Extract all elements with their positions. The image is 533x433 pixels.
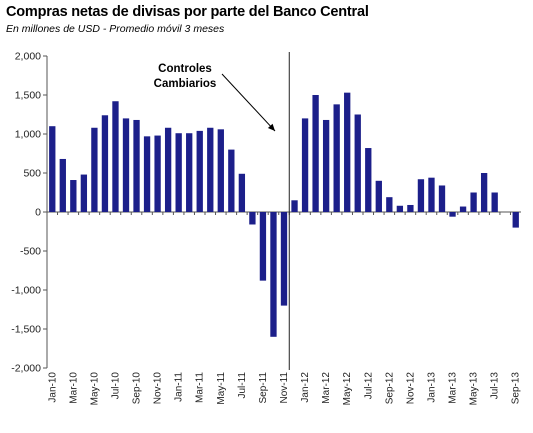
- bar-Sep-11: [259, 212, 267, 281]
- bar-Jun-10: [101, 115, 109, 212]
- x-tick-label: Sep-11: [258, 372, 269, 404]
- x-tick-label: Jul-12: [363, 372, 374, 400]
- bar-May-11: [217, 129, 224, 212]
- bar-Aug-11: [249, 212, 256, 225]
- bar-Apr-12: [333, 104, 340, 212]
- bar-Mar-12: [322, 119, 330, 212]
- x-tick-label: Nov-10: [153, 372, 164, 405]
- annotation-arrowhead: [267, 123, 275, 131]
- bar-Mar-10: [70, 180, 77, 212]
- x-tick-label: Jul-13: [490, 372, 501, 400]
- bar-Jan-13: [428, 177, 435, 212]
- y-tick-label: -1,500: [11, 324, 41, 336]
- bar-Jul-10: [112, 101, 119, 212]
- annotation-label-line2: Cambiarios: [154, 78, 217, 90]
- bar-Apr-10: [80, 174, 88, 212]
- y-tick-label: -1,000: [11, 285, 41, 297]
- bar-Nov-10: [154, 135, 161, 212]
- x-tick-label: Jan-13: [426, 372, 437, 403]
- y-tick-label: 1,000: [15, 129, 41, 141]
- x-tick-label: Mar-13: [448, 372, 459, 404]
- bar-Jun-12: [354, 114, 361, 212]
- x-tick-label: May-11: [216, 372, 227, 405]
- x-tick-label: Jan-10: [47, 372, 58, 403]
- bar-Aug-12: [375, 180, 382, 212]
- bar-Jan-12: [301, 118, 309, 212]
- annotation-label-line1: Controles: [158, 63, 212, 75]
- x-tick-label: Nov-12: [405, 372, 416, 405]
- x-tick-label: Mar-10: [68, 372, 79, 404]
- bar-Apr-11: [207, 127, 214, 212]
- y-tick-label: 0: [35, 207, 41, 219]
- x-tick-label: Jul-10: [110, 372, 121, 400]
- bar-Mar-11: [196, 130, 203, 212]
- x-tick-label: Jan-12: [300, 372, 311, 403]
- bar-Jan-10: [49, 126, 56, 212]
- x-tick-label: Nov-11: [279, 372, 290, 404]
- bar-Oct-11: [270, 212, 277, 337]
- bar-Dec-11: [291, 200, 298, 212]
- bar-Oct-12: [396, 205, 404, 212]
- bar-Feb-10: [59, 158, 66, 212]
- bar-Jul-13: [491, 192, 498, 212]
- x-tick-label: Jul-11: [237, 372, 248, 399]
- bar-Sep-13: [512, 212, 519, 228]
- bar-Apr-13: [459, 206, 467, 212]
- x-tick-label: Sep-12: [384, 372, 395, 405]
- x-tick-label: Sep-13: [511, 372, 522, 405]
- bar-Dec-12: [417, 179, 425, 212]
- bar-Oct-10: [143, 136, 151, 212]
- chart-title: Compras netas de divisas por parte del B…: [6, 4, 369, 20]
- bar-Jan-11: [175, 133, 182, 212]
- bar-May-10: [91, 127, 98, 212]
- x-tick-label: Jan-11: [174, 372, 185, 402]
- x-tick-label: May-10: [89, 372, 100, 406]
- bar-Dec-10: [164, 127, 172, 212]
- y-tick-label: -500: [20, 246, 41, 258]
- bar-Jun-13: [480, 173, 488, 212]
- x-tick-label: May-12: [342, 372, 353, 406]
- y-tick-label: 1,500: [15, 90, 41, 102]
- x-tick-label: May-13: [469, 372, 480, 406]
- bar-Nov-11: [280, 212, 288, 306]
- bar-Nov-12: [407, 204, 414, 212]
- bar-Aug-10: [122, 118, 130, 212]
- bar-Mar-13: [449, 212, 456, 217]
- bar-Jun-11: [228, 149, 235, 212]
- y-tick-label: 500: [23, 168, 41, 180]
- bar-May-12: [344, 92, 351, 212]
- bars: [49, 92, 519, 337]
- bar-Sep-10: [133, 119, 140, 212]
- y-tick-label: -2,000: [11, 363, 41, 375]
- bar-Feb-11: [186, 133, 193, 212]
- y-axis-ticks: 2,000 1,500 1,000 500 0 -500 -1,000 -1,500 -2,00…: [11, 51, 47, 375]
- bar-May-13: [470, 192, 477, 212]
- annotation: Controles Cambiarios: [154, 52, 290, 370]
- annotation-arrow: [221, 73, 276, 132]
- x-tick-label: Mar-12: [321, 372, 332, 404]
- x-tick-label: Mar-11: [195, 372, 206, 403]
- bar-Sep-12: [386, 197, 393, 212]
- bar-Jul-11: [238, 173, 246, 212]
- bar-Jul-12: [365, 148, 372, 212]
- bar-Feb-13: [438, 185, 446, 212]
- bar-Feb-12: [312, 95, 319, 212]
- chart-subtitle: En millones de USD - Promedio móvil 3 me…: [6, 23, 225, 35]
- x-axis-ticks: Jan-10 Mar-10 May-10 Jul-10 Sep-10 Nov-10 Jan-…: [46, 212, 522, 406]
- y-tick-label: 2,000: [15, 51, 41, 63]
- x-tick-label: Sep-10: [132, 372, 143, 405]
